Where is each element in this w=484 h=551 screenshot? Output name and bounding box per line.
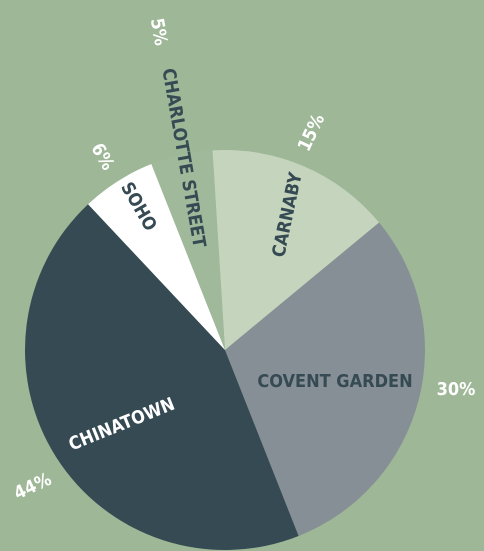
percent-label: 5%: [146, 17, 171, 48]
pie-slice: [225, 222, 426, 536]
pie-slice: [88, 164, 225, 350]
pie-slice: [24, 204, 299, 551]
percent-label: 30%: [437, 379, 476, 400]
slice-label: COVENT GARDEN: [257, 371, 412, 392]
pie-slice: [151, 150, 225, 350]
pie-slice: [212, 150, 380, 350]
